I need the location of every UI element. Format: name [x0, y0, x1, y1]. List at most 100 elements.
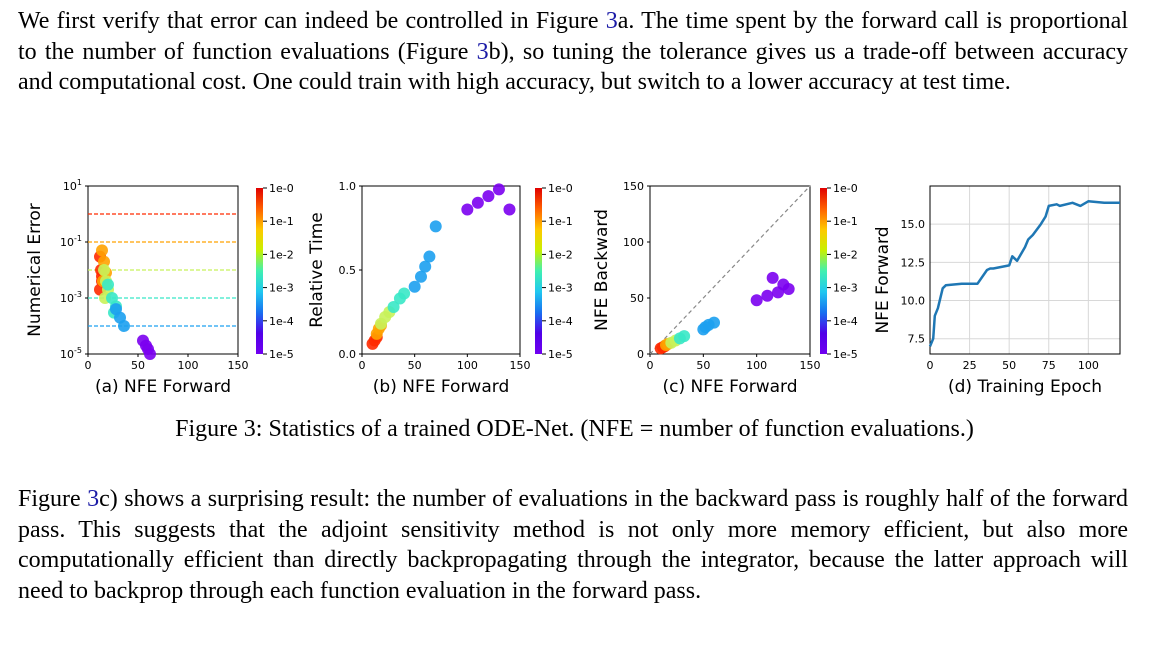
y-tick-label: 10-1	[60, 234, 82, 249]
x-tick-label: 50	[131, 359, 145, 372]
scatter-point	[492, 183, 505, 196]
scatter-point	[777, 278, 790, 291]
y-axis-label: NFE Forward	[873, 226, 893, 333]
figure-ref-link[interactable]: 3	[605, 8, 618, 34]
y-tick-label: 150	[623, 180, 644, 193]
y-tick-label: 0	[637, 348, 644, 361]
colorbar-tick-label: 1e-5	[548, 348, 573, 361]
x-tick-label: 100	[178, 359, 199, 372]
scatter-point	[699, 321, 712, 334]
colorbar-gradient	[256, 188, 263, 354]
y-axis-label: Numerical Error	[25, 203, 45, 337]
scatter-point	[471, 196, 484, 209]
y-tick-label: 12.5	[901, 256, 926, 269]
colorbar-tick-label: 1e-2	[548, 248, 573, 261]
figure-ref-link[interactable]: 3	[476, 38, 489, 65]
colorbar-tick-label: 1e-5	[269, 348, 294, 361]
paragraph-2-text-a: Figure	[18, 486, 88, 512]
colorbar-tick-label: 1e-0	[833, 182, 858, 195]
scatter-point	[482, 190, 495, 203]
colorbar-tick-label: 1e-2	[833, 248, 858, 261]
paragraph-1-text-a: We first verify that error can indeed be…	[18, 8, 606, 34]
y-tick-label: 100	[623, 236, 644, 249]
colorbar-gradient	[535, 188, 542, 354]
scatter-point	[423, 250, 436, 263]
x-tick-label: 0	[85, 359, 92, 372]
y-tick-label: 15.0	[901, 218, 926, 231]
colorbar-tick-label: 1e-5	[833, 348, 858, 361]
colorbar-tick-label: 1e-3	[833, 282, 858, 295]
y-tick-label: 7.5	[908, 333, 926, 346]
paragraph-2: Figure 3c) shows a surprising result: th…	[18, 484, 1128, 606]
y-tick-label: 1.0	[339, 180, 357, 193]
x-tick-label: 150	[510, 359, 531, 372]
x-tick-label: 100	[746, 359, 767, 372]
colorbar-tick-label: 1e-2	[269, 248, 294, 261]
scatter-point	[419, 260, 432, 273]
scatter-point	[387, 300, 400, 313]
panel-label: (b) NFE Forward	[373, 377, 509, 397]
scatter-point	[408, 280, 421, 293]
x-tick-label: 100	[1078, 359, 1099, 372]
scatter-point	[398, 287, 411, 300]
identity-reference-line	[649, 185, 811, 355]
y-tick-label: 0.0	[339, 348, 357, 361]
y-axis-label: Relative Time	[307, 212, 327, 328]
x-tick-label: 100	[457, 359, 478, 372]
figure-3: 0 50 100 150 101 10-1 10-3 10-5 Numerical Error (…	[25, 178, 1121, 397]
y-tick-label: 101	[63, 178, 82, 193]
y-tick-label: 10-5	[60, 346, 82, 361]
y-tick-label: 0.5	[339, 264, 357, 277]
scatter-point	[96, 244, 108, 257]
figure-caption: Figure 3: Statistics of a trained ODE-Ne…	[175, 416, 974, 442]
scatter-point	[102, 278, 114, 291]
x-tick-label: 75	[1042, 359, 1056, 372]
colorbar-tick-label: 1e-4	[833, 315, 858, 328]
x-tick-label: 0	[359, 359, 366, 372]
y-tick-label: 10-3	[60, 290, 82, 305]
x-tick-label: 0	[647, 359, 654, 372]
colorbar-b	[535, 187, 546, 355]
x-tick-label: 0	[927, 359, 934, 372]
scatter-point	[98, 264, 110, 276]
paragraph-1-text-c: b), so tuning the tolerance gives us a t…	[18, 38, 1128, 96]
scatter-point	[503, 203, 516, 216]
y-tick-label: 50	[630, 292, 644, 305]
colorbar-tick-label: 1e-0	[269, 182, 294, 195]
colorbar-tick-label: 1e-4	[548, 315, 573, 328]
paragraph-1-text-b: a. The time spent by the forward call is…	[18, 8, 1128, 65]
scatter-point	[414, 270, 427, 283]
scatter-point	[140, 339, 152, 352]
panel-d-frame	[929, 185, 1121, 355]
x-tick-label: 50	[696, 359, 710, 372]
scatter-point	[766, 271, 779, 284]
x-tick-label: 25	[963, 359, 977, 372]
y-axis-label: NFE Backward	[592, 209, 612, 331]
scatter-point	[461, 203, 474, 216]
colorbar-c	[820, 187, 831, 355]
colorbar-tick-label: 1e-0	[548, 182, 573, 195]
colorbar-tick-label: 1e-1	[269, 215, 294, 228]
panel-label: (d) Training Epoch	[948, 377, 1102, 397]
panel-label: (c) NFE Forward	[662, 377, 797, 397]
training-line	[928, 200, 1120, 347]
x-tick-label: 50	[1002, 359, 1016, 372]
x-tick-label: 50	[408, 359, 422, 372]
colorbar-tick-label: 1e-3	[548, 282, 573, 295]
x-tick-label: 150	[800, 359, 821, 372]
y-tick-label: 10.0	[901, 295, 926, 308]
figure-ref-link[interactable]: 3	[87, 486, 100, 512]
colorbar-tick-label: 1e-1	[548, 215, 573, 228]
colorbar-a	[256, 187, 267, 355]
panel-c-frame	[649, 185, 811, 355]
paragraph-2-text-b: c) shows a surprising result: the number…	[18, 486, 1129, 604]
scatter-point	[761, 289, 774, 302]
scatter-point	[118, 320, 130, 332]
scatter-point	[750, 294, 763, 307]
panel-label: (a) NFE Forward	[95, 377, 231, 397]
colorbar-tick-label: 1e-1	[833, 215, 858, 228]
colorbar-tick-label: 1e-4	[269, 315, 294, 328]
colorbar-gradient	[820, 188, 827, 354]
paragraph-1: We first verify that error can indeed be…	[18, 6, 1128, 98]
scatter-point	[678, 330, 691, 343]
